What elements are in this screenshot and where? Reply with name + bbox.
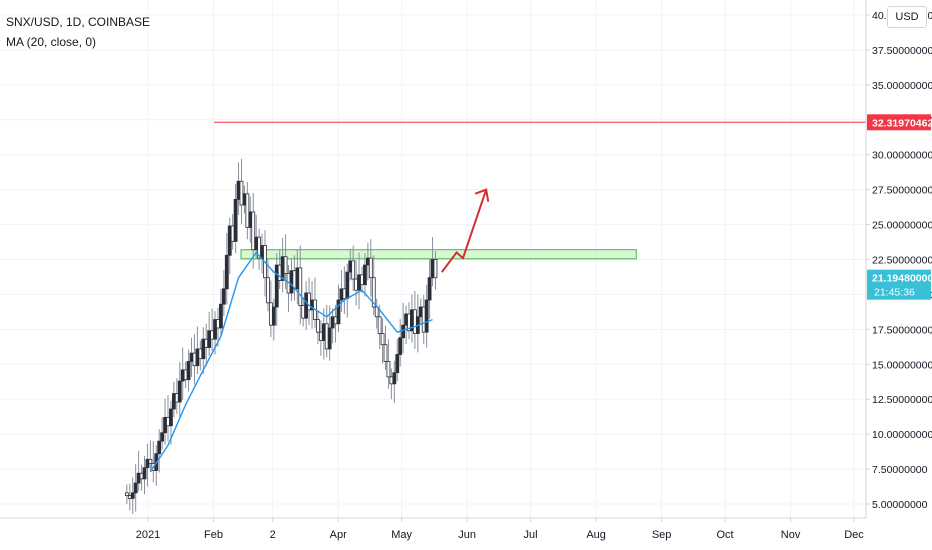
candle-body [251, 211, 256, 251]
price-tick-label: 15.00000000 [872, 359, 932, 371]
candle-body [395, 354, 400, 374]
candle-body [201, 338, 206, 360]
candle-body [368, 257, 373, 279]
candle-body [433, 259, 438, 279]
candle-body [336, 299, 341, 325]
candle-body [298, 267, 303, 307]
candle-body [327, 327, 332, 350]
symbol-title[interactable]: SNX/USD, 1D, COINBASE [6, 15, 151, 29]
moving-average-line [149, 251, 433, 473]
price-tick-label: 37.50000000 [872, 45, 932, 57]
candle-body [392, 372, 397, 385]
price-tick-label: 10.00000000 [872, 429, 932, 441]
candle-body [213, 319, 217, 340]
price-tick-label: 5.00000000 [872, 499, 928, 511]
time-tick-label: Feb [204, 529, 223, 541]
time-tick-label: Jun [458, 529, 476, 541]
candle-body [221, 288, 226, 305]
resistance-price-badge [867, 114, 931, 131]
time-tick-label: Apr [330, 529, 347, 541]
time-tick-label: May [391, 529, 412, 541]
candle-body [177, 380, 182, 403]
time-tick-label: 2 [270, 529, 276, 541]
currency-button[interactable]: USD [887, 6, 927, 28]
time-tick-label: 2021 [136, 529, 160, 541]
indicator-label[interactable]: MA (20, close, 0) [6, 35, 97, 49]
candle-body [266, 277, 270, 304]
arrow-path [441, 189, 488, 273]
candle-body [142, 467, 147, 480]
candle-body [371, 277, 376, 308]
candle-body [274, 264, 279, 308]
candle-body [224, 254, 229, 290]
current-price-text: 21.19480000 [872, 273, 932, 285]
candle-body [386, 361, 391, 378]
arrow-head [474, 188, 490, 202]
candle-body [377, 316, 382, 334]
chart-legend: SNX/USD, 1D, COINBASE MA (20, close, 0) [6, 12, 150, 52]
time-tick-label: Aug [586, 529, 606, 541]
price-tick-label: 30.00000000 [872, 150, 932, 162]
candle-body [219, 303, 223, 329]
candle-body [186, 361, 191, 381]
countdown-text: 21:45:36 [874, 287, 915, 299]
candle-body [271, 306, 276, 326]
candlestick-series [124, 158, 438, 514]
current-price-badge [867, 269, 931, 300]
candle-body [427, 277, 432, 301]
time-tick-label: Jul [524, 529, 538, 541]
time-axis[interactable]: 2021 Feb 2 Apr May Jun Jul Aug Sep Oct Nov Dec [0, 517, 866, 541]
price-tick-label: 22.50000000 [872, 255, 932, 267]
candle-body [398, 337, 403, 355]
candle-body [424, 299, 429, 333]
price-tick-label: 27.50000000 [872, 185, 932, 197]
candle-body [363, 264, 367, 286]
candle-body [383, 344, 388, 362]
time-tick-label: Oct [716, 529, 733, 541]
ma-line [149, 251, 433, 473]
candle-body [130, 492, 135, 499]
price-tick-label: 25.00000000 [872, 220, 932, 232]
candle-body [124, 492, 129, 497]
price-tick-label: 7.50000000 [872, 464, 928, 476]
price-tick-label: 12.50000000 [872, 394, 932, 406]
candle-body [133, 482, 138, 494]
candle-body [169, 408, 173, 427]
candle-body [148, 458, 153, 464]
candle-body [233, 199, 238, 242]
candle-body [401, 324, 406, 339]
time-tick-label: Sep [652, 529, 672, 541]
price-axis[interactable]: 40.0000000037.5000000035.0000000032.5000… [865, 0, 932, 518]
candle-body [157, 440, 162, 455]
candle-body [351, 260, 356, 280]
resistance-price-text: 32.31970462 [872, 117, 932, 129]
candle-body [239, 180, 244, 206]
candle-body [283, 256, 288, 274]
price-tick-label: 17.50000000 [872, 324, 932, 336]
support-resistance-zone[interactable] [240, 249, 637, 260]
projection-arrow[interactable] [441, 188, 490, 273]
candle-body [380, 333, 385, 346]
candle-body [245, 193, 250, 228]
candle-body [345, 271, 350, 300]
time-tick-label: Dec [844, 529, 864, 541]
price-tick-label: 35.00000000 [872, 80, 932, 92]
candle-body [160, 432, 165, 442]
time-tick-label: Nov [781, 529, 801, 541]
zone-rect [240, 249, 637, 260]
candle-body [316, 319, 320, 333]
